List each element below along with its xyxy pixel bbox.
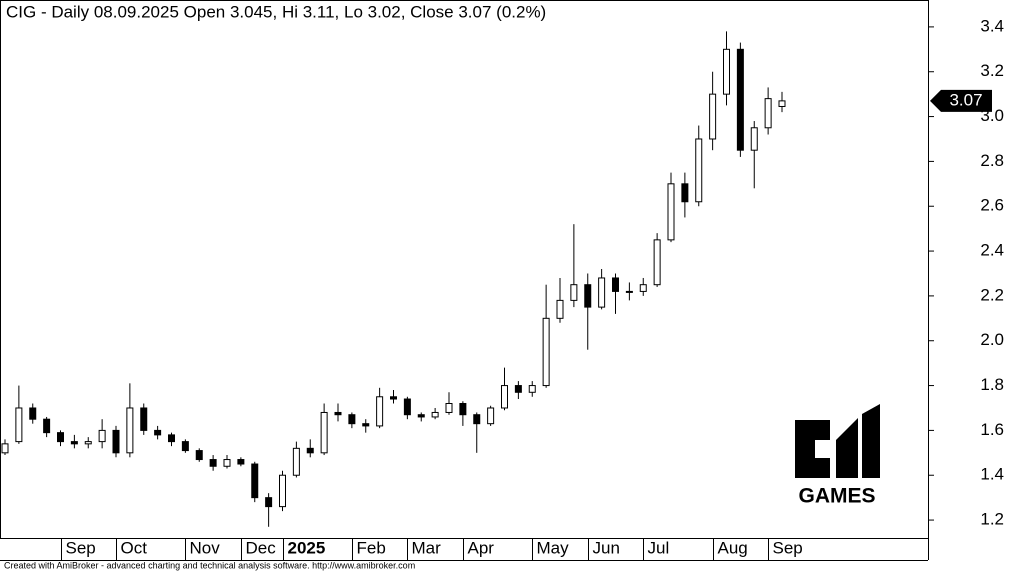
candle-body (459, 403, 467, 416)
candle-body (736, 48, 744, 151)
x-tick-label: Jul (648, 538, 670, 557)
candle-body (501, 385, 508, 409)
candle-body (279, 474, 286, 508)
x-tick-label: Aug (718, 538, 748, 557)
candle-body (723, 48, 730, 95)
candle-body (390, 396, 397, 400)
candle-body (431, 411, 439, 418)
candle-body (306, 447, 314, 454)
candle-body (126, 407, 134, 454)
candle-body (223, 459, 231, 467)
candle-body (695, 138, 703, 203)
candle-body (445, 403, 453, 413)
x-tick-label: Dec (246, 538, 277, 557)
last-price-marker (930, 89, 992, 112)
candle-body (750, 127, 758, 151)
y-tick-label: 1.8 (980, 375, 1004, 394)
candle-body (639, 284, 647, 292)
candle-body (320, 411, 328, 454)
x-tick-label: May (537, 538, 570, 557)
candle-body (98, 429, 106, 443)
y-tick-label: 2.4 (980, 241, 1004, 260)
x-tick-label: Mar (412, 538, 442, 557)
x-tick-label: Sep (66, 538, 96, 557)
y-tick-label: 2.8 (980, 151, 1004, 170)
candle-body (653, 239, 661, 286)
y-tick-label: 1.6 (980, 420, 1004, 439)
candle-body (43, 418, 51, 434)
footer: Created with AmiBroker - advanced charti… (4, 560, 415, 570)
candle-body (251, 463, 259, 499)
candle-body (362, 423, 370, 427)
x-tick-label: Sep (773, 538, 803, 557)
candle-body (570, 284, 578, 301)
candle-body (764, 98, 772, 129)
candle-body (195, 450, 203, 461)
candle-body (84, 441, 92, 445)
y-tick-label: 3.2 (980, 61, 1004, 80)
candle-body (348, 414, 356, 425)
candle-body (584, 284, 592, 308)
candle-body (612, 277, 619, 292)
logo: GAMES (795, 404, 880, 508)
plot-area (0, 0, 929, 539)
candle-body (334, 411, 342, 416)
candle-body (265, 497, 273, 508)
candle-body (237, 459, 245, 465)
candle-body (473, 414, 481, 425)
logo-c (795, 420, 830, 478)
candle-body (709, 93, 717, 140)
candle-body (667, 183, 675, 241)
x-tick-label: Apr (468, 538, 495, 557)
candle-body (778, 100, 786, 107)
candle-body (292, 447, 300, 476)
x-tick-label: Oct (121, 538, 148, 557)
y-tick-label: 1.4 (980, 465, 1004, 484)
candle-body (417, 414, 425, 418)
y-tick-label: 2.6 (980, 196, 1004, 215)
y-tick-label: 1.2 (980, 510, 1004, 529)
y-tick-label: 2.0 (980, 330, 1004, 349)
candle-body (70, 441, 78, 445)
x-tick-label: Nov (190, 538, 221, 557)
x-tick-label: 2025 (288, 538, 326, 557)
candle-body (514, 385, 522, 393)
candle-body (556, 299, 564, 319)
candle-body (681, 183, 689, 203)
candle-body (168, 434, 175, 443)
candle-body (487, 407, 495, 425)
logo-i-right (862, 404, 880, 478)
candle-body (15, 407, 23, 443)
last-price-label: 3.07 (949, 90, 982, 109)
x-tick-label: Jun (593, 538, 620, 557)
candle-body (376, 396, 384, 427)
logo-i-left (836, 418, 858, 478)
candle-body (154, 429, 162, 436)
candle-body (528, 385, 536, 393)
candle-body (542, 317, 550, 387)
candle-body (112, 429, 120, 454)
candle-body (181, 441, 189, 452)
logo-text: GAMES (798, 485, 875, 508)
candle-body (403, 398, 411, 416)
candle-body (625, 290, 633, 293)
candle-body (598, 277, 606, 308)
candle-body (209, 459, 217, 467)
candle-body (140, 407, 148, 431)
candle-body (29, 407, 37, 420)
y-tick-label: 3.4 (980, 16, 1004, 35)
candle-body (57, 432, 64, 443)
chart-title: CIG - Daily 08.09.2025 Open 3.045, Hi 3.… (6, 2, 546, 21)
x-tick-label: Feb (357, 538, 386, 557)
y-tick-label: 2.2 (980, 285, 1004, 304)
candle-body (1, 443, 9, 454)
